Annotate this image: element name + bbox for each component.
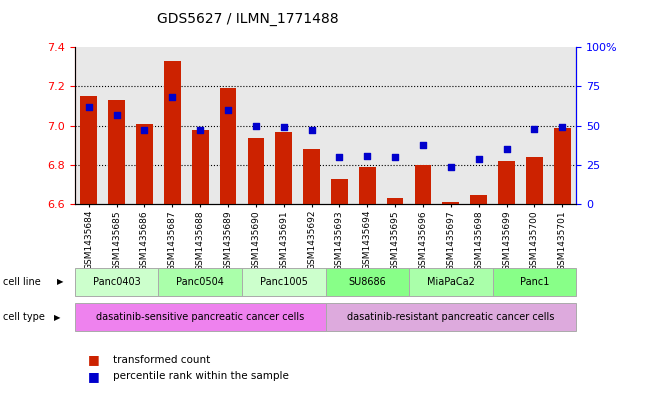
Bar [415,165,432,204]
Bar [192,130,208,204]
Text: GDS5627 / ILMN_1771488: GDS5627 / ILMN_1771488 [157,11,338,26]
Point [529,126,540,132]
Bar [108,100,125,204]
Bar [526,157,543,204]
Point [251,123,261,129]
Point [195,127,206,134]
Point [167,94,178,101]
Bar [470,195,487,204]
Bar [247,138,264,204]
Bar [75,303,326,332]
Point [362,152,372,159]
Text: Panc1005: Panc1005 [260,277,308,287]
Bar [81,96,97,204]
Bar [409,268,493,296]
Text: cell line: cell line [3,277,41,287]
Bar [158,268,242,296]
Point [139,127,150,134]
Point [501,146,512,152]
Text: ■: ■ [88,353,100,366]
Bar [242,268,326,296]
Bar [493,268,576,296]
Text: dasatinib-sensitive pancreatic cancer cells: dasatinib-sensitive pancreatic cancer ce… [96,312,304,322]
Text: Panc1: Panc1 [519,277,549,287]
Bar [164,61,181,204]
Text: SU8686: SU8686 [348,277,386,287]
Bar [498,161,515,204]
Point [223,107,233,113]
Point [557,124,568,130]
Bar [387,198,404,204]
Point [111,112,122,118]
Bar [359,167,376,204]
Point [473,156,484,162]
Point [83,104,94,110]
Text: dasatinib-resistant pancreatic cancer cells: dasatinib-resistant pancreatic cancer ce… [347,312,555,322]
Bar [303,149,320,204]
Point [279,124,289,130]
Bar [326,303,576,332]
Text: ■: ■ [88,370,100,383]
Bar [554,128,570,204]
Text: Panc0504: Panc0504 [176,277,224,287]
Point [334,154,344,160]
Text: MiaPaCa2: MiaPaCa2 [427,277,475,287]
Bar [275,132,292,204]
Bar [136,124,153,204]
Text: Panc0403: Panc0403 [92,277,141,287]
Bar [331,179,348,204]
Text: transformed count: transformed count [113,354,210,365]
Bar [219,88,236,204]
Bar [326,268,409,296]
Point [418,141,428,148]
Text: ▶: ▶ [54,313,61,322]
Bar [443,202,459,204]
Point [390,154,400,160]
Text: percentile rank within the sample: percentile rank within the sample [113,371,288,382]
Text: cell type: cell type [3,312,45,322]
Text: ▶: ▶ [57,277,63,286]
Point [445,163,456,170]
Point [307,127,317,134]
Bar [75,268,158,296]
